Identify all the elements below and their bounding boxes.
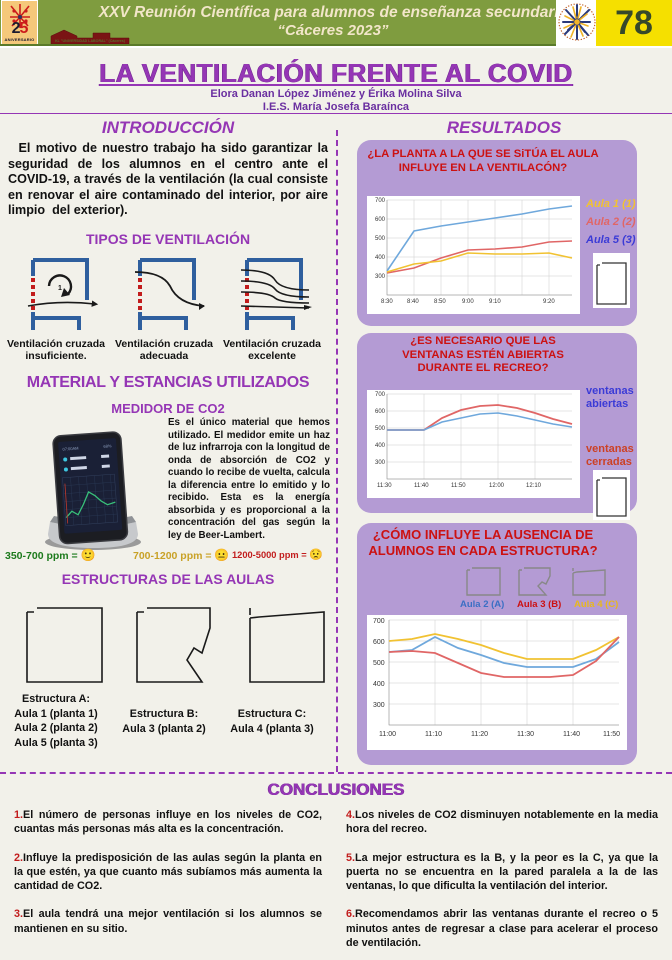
svg-text:11:50: 11:50 [603, 731, 620, 738]
svg-text:400: 400 [373, 681, 385, 688]
svg-text:700: 700 [375, 198, 386, 204]
svg-text:9:10: 9:10 [489, 299, 501, 305]
svg-text:1: 1 [58, 285, 62, 292]
svg-text:8:30: 8:30 [381, 299, 393, 305]
svg-text:12:10: 12:10 [526, 483, 542, 489]
svg-text:11:00: 11:00 [379, 731, 396, 738]
svg-text:600: 600 [375, 217, 386, 223]
svg-text:300: 300 [375, 274, 386, 280]
svg-text:300: 300 [373, 702, 385, 709]
svg-text:9:20: 9:20 [543, 299, 555, 305]
svg-text:8:40: 8:40 [407, 299, 419, 305]
svg-text:600: 600 [375, 409, 386, 415]
svg-text:500: 500 [375, 236, 386, 242]
svg-text:68%: 68% [103, 443, 112, 449]
svg-text:11:50: 11:50 [451, 483, 466, 489]
svg-text:11:40: 11:40 [563, 731, 580, 738]
svg-text:700: 700 [373, 618, 385, 625]
svg-text:700: 700 [375, 392, 386, 398]
svg-text:11:30: 11:30 [517, 731, 534, 738]
svg-text:8:50: 8:50 [434, 299, 446, 305]
svg-text:400: 400 [375, 443, 386, 449]
svg-text:300: 300 [375, 460, 386, 466]
svg-text:11:40: 11:40 [414, 483, 429, 489]
svg-text:500: 500 [373, 660, 385, 667]
svg-text:400: 400 [375, 255, 386, 261]
svg-text:9:00: 9:00 [462, 299, 474, 305]
svg-text:600: 600 [373, 639, 385, 646]
svg-text:11:10: 11:10 [425, 731, 442, 738]
svg-text:11:20: 11:20 [471, 731, 488, 738]
svg-text:12:00: 12:00 [489, 483, 505, 489]
svg-text:11:30: 11:30 [377, 483, 392, 489]
svg-text:500: 500 [375, 426, 386, 432]
